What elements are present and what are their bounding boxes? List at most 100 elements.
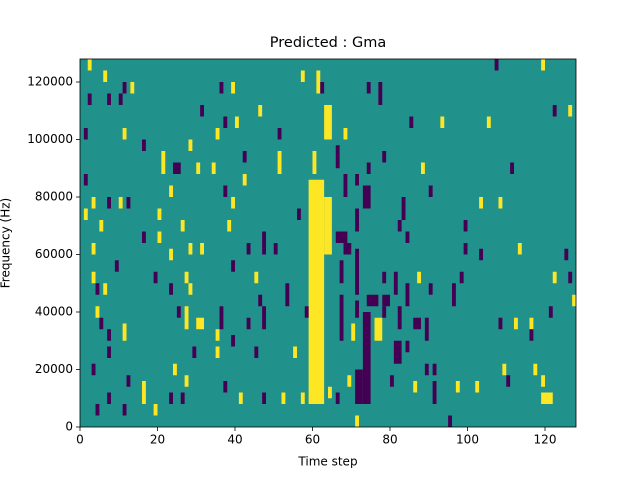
heatmap-cell xyxy=(200,243,204,255)
heatmap-cell xyxy=(351,323,356,341)
heatmap-cell xyxy=(231,335,235,347)
heatmap-cell xyxy=(91,271,96,284)
heatmap-cell xyxy=(397,306,402,330)
heatmap-cell xyxy=(432,381,437,404)
heatmap-cell xyxy=(87,59,92,71)
heatmap-cell xyxy=(572,294,576,307)
heatmap-cell xyxy=(83,208,88,220)
heatmap-cell xyxy=(366,82,371,94)
heatmap-cell xyxy=(161,151,166,174)
heatmap-cell xyxy=(91,363,96,376)
heatmap-cell xyxy=(153,271,158,284)
heatmap-cell xyxy=(122,404,127,416)
heatmap-cell xyxy=(223,185,228,197)
heatmap-cell xyxy=(281,392,286,404)
heatmap-cell xyxy=(180,220,185,232)
heatmap-cell xyxy=(246,317,251,330)
heatmap-cell xyxy=(231,260,235,272)
heatmap-cell xyxy=(502,363,507,376)
heatmap-cell xyxy=(95,404,100,416)
heatmap-cell xyxy=(343,243,352,255)
heatmap-cell xyxy=(548,306,553,318)
heatmap-cell xyxy=(107,346,111,358)
heatmap-cell xyxy=(91,243,96,255)
heatmap-cell xyxy=(258,105,263,117)
heatmap-cell xyxy=(188,243,193,255)
heatmap-cell xyxy=(169,185,173,197)
heatmap-cell xyxy=(83,174,88,186)
heatmap-cell xyxy=(362,312,371,404)
heatmap-cell xyxy=(153,404,158,416)
heatmap-cell xyxy=(107,329,111,341)
heatmap-cell xyxy=(440,116,445,128)
heatmap-cell xyxy=(486,116,491,128)
heatmap-cell xyxy=(568,271,573,284)
heatmap-cell xyxy=(510,162,514,174)
heatmap-cell xyxy=(99,317,104,330)
heatmap-cell xyxy=(366,294,379,307)
y-axis-label: Frequency (Hz) xyxy=(0,198,13,289)
heatmap-cell xyxy=(173,162,181,174)
heatmap-cell xyxy=(424,317,429,341)
heatmap-cell xyxy=(188,283,193,295)
heatmap-cell xyxy=(107,392,111,404)
heatmap-cell xyxy=(254,271,259,284)
heatmap-cell xyxy=(316,70,321,94)
y-tick-label: 0 xyxy=(65,420,73,434)
heatmap-cell xyxy=(529,329,534,341)
heatmap-cell xyxy=(223,116,228,128)
y-tick-label: 120000 xyxy=(27,75,73,89)
heatmap-cell xyxy=(335,145,340,169)
heatmap-cell xyxy=(219,306,224,330)
heatmap-cell xyxy=(428,283,433,295)
heatmap-cell xyxy=(300,70,305,82)
heatmap-cell xyxy=(242,174,247,186)
heatmap-cell xyxy=(463,220,468,232)
heatmap-cell xyxy=(196,162,201,174)
heatmap-cell xyxy=(258,294,263,307)
heatmap-cell xyxy=(192,346,197,358)
heatmap-cell xyxy=(541,392,553,404)
heatmap-cell xyxy=(355,369,363,404)
heatmap-cell xyxy=(347,375,352,387)
heatmap-cell xyxy=(219,82,224,94)
heatmap-cell xyxy=(343,128,348,140)
heatmap-cell xyxy=(231,197,235,209)
heatmap-cell xyxy=(320,82,325,94)
heatmap-cell xyxy=(463,243,468,255)
heatmap-cell xyxy=(397,220,402,232)
heatmap-cell xyxy=(184,375,189,387)
heatmap-cell xyxy=(262,392,266,404)
heatmap-cell xyxy=(262,306,266,330)
heatmap-cell xyxy=(114,260,119,272)
heatmap-cell xyxy=(432,363,437,376)
heatmap-cell xyxy=(176,306,181,318)
heatmap-cell xyxy=(118,93,123,105)
heatmap-cell xyxy=(343,174,348,197)
heatmap-cell xyxy=(405,340,410,353)
heatmap-cell xyxy=(169,248,173,261)
heatmap-cell xyxy=(142,381,146,404)
heatmap-cell xyxy=(300,392,305,404)
heatmap-cell xyxy=(235,116,239,128)
heatmap-cell xyxy=(324,197,332,255)
heatmap-cell xyxy=(564,248,569,261)
heatmap-cell xyxy=(122,82,127,94)
heatmap-cell xyxy=(428,185,433,197)
heatmap-cell xyxy=(223,381,228,393)
heatmap-cell xyxy=(498,317,503,330)
heatmap-cell xyxy=(118,197,123,209)
heatmap-cell xyxy=(324,105,332,140)
heatmap-cell xyxy=(355,248,359,295)
axes-frame xyxy=(79,58,577,428)
heatmap-cell xyxy=(277,128,282,140)
heatmap-cell xyxy=(130,82,135,94)
heatmap-cell xyxy=(355,415,359,427)
heatmap-cell xyxy=(448,415,452,427)
heatmap-cell xyxy=(421,162,425,174)
heatmap-cell xyxy=(393,271,398,295)
heatmap-cell xyxy=(83,128,88,140)
heatmap-cell xyxy=(215,346,220,358)
heatmap-cell xyxy=(459,271,464,284)
